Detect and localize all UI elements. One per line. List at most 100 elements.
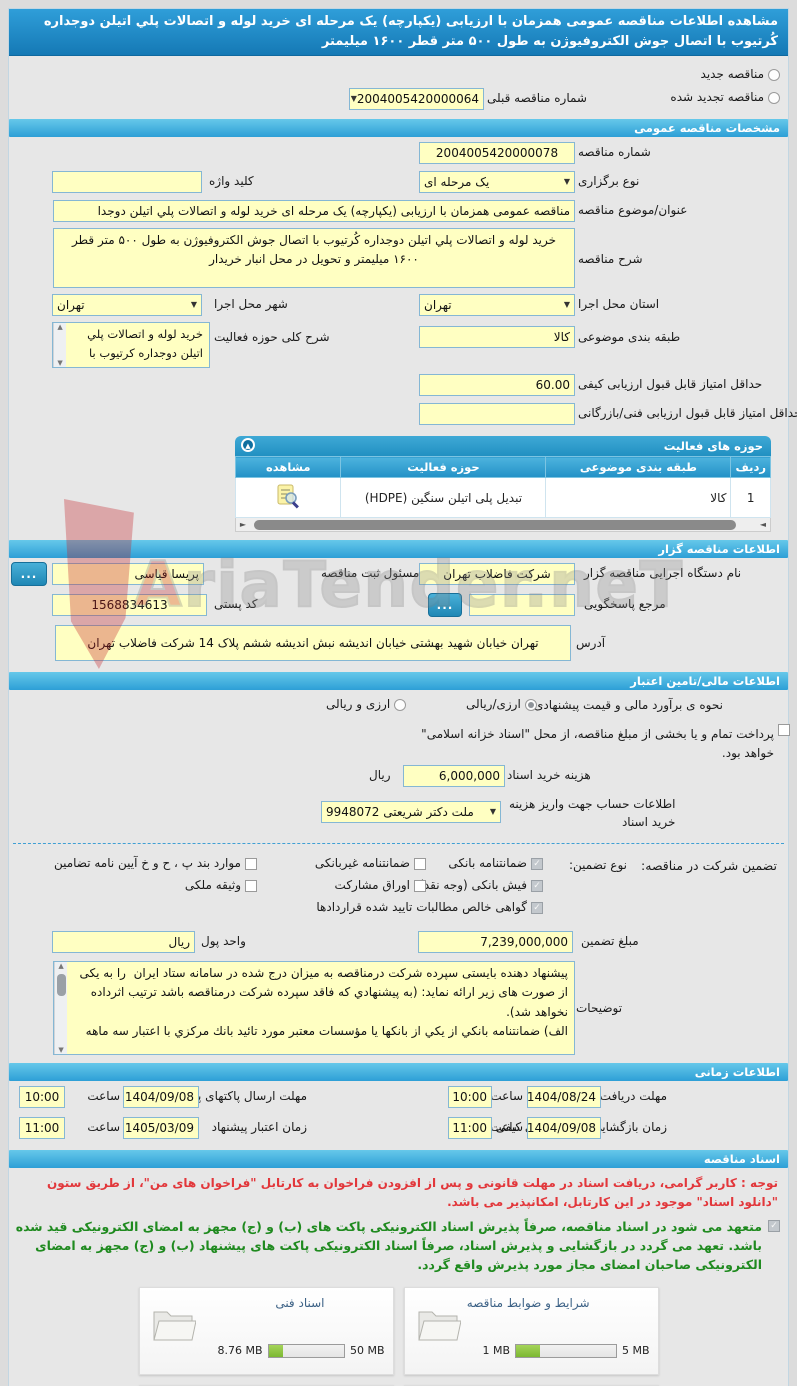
city-label: شهر محل اجرا: [214, 297, 288, 312]
scroll-left-icon[interactable]: ◄: [759, 519, 767, 529]
checkbox-icon[interactable]: [245, 879, 257, 892]
guarantee-amount-field: 7,239,000,000: [418, 931, 573, 954]
max-size: 50 MB: [349, 1344, 385, 1358]
activity-areas-header: حوزه های فعالیت ▲: [235, 436, 771, 457]
scrollbar-thumb[interactable]: [254, 519, 736, 530]
table-row: 1 کالا تبدیل پلی اتیلن سنگین (HDPE): [234, 477, 771, 519]
view-document-icon[interactable]: [275, 483, 301, 509]
activity-areas-table: ردیف طبقه بندی موضوعی حوزه فعالیت مشاهده…: [234, 456, 771, 519]
radio-icon[interactable]: [394, 698, 407, 711]
checkbox-checked-icon[interactable]: [531, 857, 543, 870]
hour-label: ساعت: [87, 1120, 120, 1135]
desc-textarea: خرید لوله و اتصالات پلي اتیلن دوجداره کُ…: [53, 228, 575, 289]
province-select[interactable]: تهران ▼: [419, 294, 575, 317]
section-header-organizer: اطلاعات مناقصه گزار: [9, 540, 788, 559]
radio-icon[interactable]: [768, 91, 780, 104]
subject-label: عنوان/موضوع مناقصه: [578, 203, 688, 218]
doc-card-title: اسناد فنی: [275, 1295, 325, 1310]
type-select[interactable]: یک مرحله ای ▼: [419, 171, 575, 194]
scroll-down-icon[interactable]: ▼: [57, 359, 63, 368]
scroll-right-icon[interactable]: ►: [239, 519, 247, 529]
document-cards: شرایط و ضوابط مناقصه 1 MB 5 MB اسناد فنی …: [138, 1286, 659, 1386]
scroll-down-icon[interactable]: ▼: [58, 1046, 64, 1055]
address-label: آدرس: [576, 636, 606, 651]
scrollbar-vertical[interactable]: ▲ ▼: [54, 962, 67, 1055]
guarantee-bylaw[interactable]: موارد بند پ ، ح و خ آیین نامه تضامین: [54, 856, 257, 870]
progress-bar: [515, 1343, 617, 1358]
guarantee-property[interactable]: وثیقه ملکی: [185, 878, 257, 892]
col-view: مشاهده: [234, 456, 342, 479]
min-tech-field: [419, 403, 575, 426]
checkbox-icon[interactable]: [414, 879, 426, 892]
ref-input[interactable]: [469, 594, 575, 617]
treasury-checkbox[interactable]: [778, 724, 790, 737]
tender-no-label: شماره مناقصه: [578, 145, 651, 160]
keyword-input[interactable]: [52, 171, 202, 194]
folder-icon[interactable]: [415, 1304, 461, 1344]
checkbox-checked-icon[interactable]: [531, 879, 543, 892]
ref-ellipsis-button[interactable]: ...: [428, 593, 462, 618]
radio-both[interactable]: ارزی و ریالی: [326, 697, 407, 711]
min-quality-field: 60.00: [419, 374, 575, 397]
scrollbar-thumb[interactable]: [56, 974, 66, 997]
radio-renewed-tender[interactable]: مناقصه تجدید شده: [670, 90, 780, 104]
checkbox-icon[interactable]: [414, 857, 426, 870]
registrar-label: مسئول ثبت مناقصه: [321, 566, 420, 581]
cell-category: کالا: [545, 477, 732, 519]
desc-label: شرح مناقصه: [578, 252, 643, 267]
doc-card-terms[interactable]: شرایط و ضوابط مناقصه 1 MB 5 MB: [403, 1286, 659, 1375]
agency-field: شرکت فاضلاب تهران: [419, 563, 575, 586]
section-header-schedule: اطلاعات زمانی: [9, 1063, 788, 1082]
address-field: تهران خیابان شهید بهشتی خیابان اندیشه نب…: [55, 625, 571, 662]
doc-fee-currency: ریال: [369, 768, 391, 783]
treasury-note: پرداخت تمام و یا بخشی از مبلغ مناقصه، از…: [421, 727, 774, 760]
province-label: استان محل اجرا: [578, 297, 660, 312]
doc-deadline-date: 1404/08/24: [527, 1086, 601, 1109]
hour-label: ساعت: [490, 1089, 523, 1104]
chevron-down-icon: ▼: [563, 300, 570, 310]
doc-card-contract[interactable]: متن قرارداد به انضمام شرایط عمومی/خصوصی …: [403, 1384, 659, 1386]
prev-tender-no-select[interactable]: 2004005420000064 ▼: [349, 88, 484, 111]
activity-textarea[interactable]: خرید لوله و اتصالات پلي اتیلن دوجداره کر…: [52, 322, 210, 369]
guarantee-bonds[interactable]: اوراق مشارکت: [335, 878, 426, 892]
radio-rial[interactable]: ارزی/ریالی: [466, 697, 537, 711]
radio-selected-icon[interactable]: [524, 698, 537, 711]
submit-deadline-date: 1404/09/08: [123, 1086, 199, 1109]
cell-activity: تبدیل پلی اتیلن سنگین (HDPE): [340, 477, 547, 519]
guarantee-cash[interactable]: فیش بانکی (وجه نقد): [419, 878, 543, 892]
guarantee-bank[interactable]: ضمانتنامه بانکی: [448, 856, 543, 870]
cell-row-no: 1: [730, 477, 771, 519]
organizer-ellipsis-button[interactable]: ...: [11, 562, 47, 587]
scroll-up-icon[interactable]: ▲: [57, 323, 63, 332]
doc-fee-label: هزینه خرید اسناد: [507, 768, 591, 783]
category-field: کالا: [419, 326, 575, 349]
doc-fee-field: 6,000,000: [403, 765, 505, 788]
checkbox-icon[interactable]: [245, 857, 257, 870]
collapse-icon[interactable]: ▲: [241, 438, 255, 453]
col-row-no: ردیف: [730, 456, 771, 479]
scrollbar-horizontal[interactable]: ◄ ►: [235, 518, 771, 533]
hour-label: ساعت: [490, 1120, 523, 1135]
notes-textarea[interactable]: پیشنهاد دهنده بایستی سپرده شرکت درمناقصه…: [53, 961, 575, 1056]
guarantee-amount-label: مبلغ تضمین: [581, 934, 639, 949]
guarantee-nonbank[interactable]: ضمانتنامه غیربانکی: [315, 856, 426, 870]
scroll-up-icon[interactable]: ▲: [58, 962, 64, 971]
radio-new-tender[interactable]: مناقصه جدید: [701, 67, 780, 81]
account-select[interactable]: ملت دکتر شریعتی 9948072 ▼: [321, 801, 501, 824]
chevron-down-icon: ▼: [190, 300, 197, 310]
section-header-documents: اسناد مناقصه: [9, 1150, 788, 1169]
ref-label: مرجع پاسخگویی: [584, 597, 666, 612]
guarantee-net-claims[interactable]: گواهی خالص مطالبات تایید شده قراردادها: [316, 900, 543, 914]
checkbox-checked-icon[interactable]: [531, 901, 543, 914]
city-select[interactable]: تهران ▼: [52, 294, 202, 317]
scrollbar-vertical[interactable]: ▲ ▼: [53, 323, 66, 368]
used-size: 1 MB: [482, 1344, 511, 1358]
postal-label: کد پستی: [214, 597, 258, 612]
doc-card-technical[interactable]: اسناد فنی 8.76 MB 50 MB: [138, 1286, 394, 1375]
esign-checkbox[interactable]: [768, 1219, 780, 1232]
registrar-field: پریسا قیاسی: [52, 563, 204, 586]
chevron-down-icon: ▼: [489, 807, 496, 817]
radio-icon[interactable]: [768, 68, 780, 81]
folder-icon[interactable]: [150, 1304, 196, 1344]
